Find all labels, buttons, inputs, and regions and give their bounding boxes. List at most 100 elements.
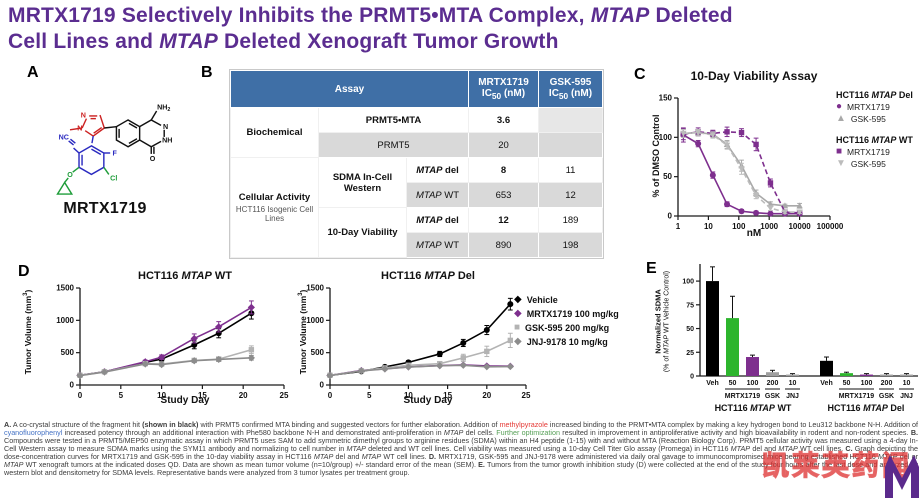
ether-oxygen-label: O [67, 171, 73, 179]
text-segment: Del [887, 403, 905, 413]
text-segment: WT [774, 403, 792, 413]
table-row: PRMT5 20 [231, 132, 603, 158]
text-segment: MTAP [443, 428, 464, 437]
data-point-square [724, 129, 730, 135]
legend-item: ◆ MRTX1719 100 mg/kg [514, 309, 644, 320]
assay-header: Assay [230, 70, 469, 108]
x-tick-label: 5 [367, 391, 372, 400]
y-tick-label: 500 [311, 348, 325, 357]
bar [786, 374, 799, 376]
data-point-square [767, 180, 774, 186]
data-point-triangle-down [709, 132, 717, 139]
panel-b-label: B [201, 64, 213, 81]
genotype-cell: MTAP WT [406, 232, 469, 258]
table-row: 10-Day Viability MTAP del 12 189 [231, 207, 603, 258]
slide-title-line2: Cell Lines and MTAP Deleted Xenograft Tu… [8, 29, 559, 55]
value-cell: 189 [538, 207, 603, 233]
gsk-ic50-header: GSK-595 IC50 (nM) [538, 70, 603, 108]
value-cell: 198 [538, 232, 603, 258]
data-point-circle [753, 209, 760, 216]
bar-tick-label: Veh [706, 380, 718, 387]
text-segment: HCT116 [138, 270, 182, 282]
amine-label: NH2 [157, 103, 170, 113]
bar [900, 374, 913, 376]
text-segment: MTAP [750, 403, 775, 413]
legend-label: MRTX1719 100 mg/kg [526, 309, 619, 319]
x-tick-label: 10000 [788, 222, 811, 231]
data-point-triangle-down [752, 192, 760, 199]
bracket-label: JNJ [786, 393, 799, 400]
y-tick-label: 100 [659, 133, 673, 142]
triangle-down-marker-icon: ▼ [836, 158, 846, 169]
sdma-group-del-label: HCT116 MTAP Del [806, 403, 922, 413]
text-segment: MTAP [663, 334, 670, 354]
text-segment: A co-crystal structure of the fragment h… [11, 420, 143, 429]
text-segment: HCT116 [714, 403, 751, 413]
y-tick-label: 0 [320, 381, 325, 390]
x-tick-label: 25 [522, 391, 531, 400]
bar [746, 357, 759, 376]
text-segment: del cells. [463, 428, 497, 437]
data-point-triangle-up [796, 202, 803, 209]
data-point-square [248, 347, 255, 353]
sdma-bar-chart: 0 25 50 75 100 Veh 50 100 200 10 MRTX1719 GSK JNJ Veh… [682, 264, 918, 400]
bracket-label: GSK [765, 393, 780, 400]
data-point-triangle-down [723, 142, 731, 149]
x-tick-label: 15 [198, 391, 207, 400]
text-segment: Deleted [649, 4, 733, 27]
series-line [329, 364, 511, 377]
value-cell: 12 [468, 207, 539, 233]
table-row: Biochemical PRMT5•MTA 3.6 [230, 107, 603, 158]
legend-group: ● MRTX1719 ▲ GSK-595 [836, 102, 922, 125]
x-tick-label: 0 [78, 391, 83, 400]
diamond-marker-icon: ◆ [514, 336, 522, 347]
bar-tick-label: 100 [747, 380, 759, 387]
y-tick-label: 25 [686, 350, 694, 357]
bar-tick-label: 200 [767, 380, 779, 387]
value-cell: 20 [468, 132, 539, 158]
text-segment: D. [428, 452, 437, 461]
bar-tick-label: 50 [729, 380, 737, 387]
watermark-text: 凯莱英药闻 [761, 450, 912, 481]
tgi-del-x-axis-label: Study Day [403, 395, 453, 406]
data-point-triangle-up [781, 202, 789, 209]
molecule-structure: N N NC F O Cl NH2 N NH O [56, 103, 172, 195]
text-segment: WT [211, 270, 232, 282]
y-tick-label: 50 [663, 172, 672, 181]
data-point-diamond [506, 362, 514, 371]
text-segment: MTAP [778, 444, 798, 453]
value-cell: 11 [538, 157, 603, 183]
diamond-marker-icon: ◆ [514, 294, 522, 305]
data-point-circle [695, 140, 702, 147]
legend-label: GSK-595 200 mg/kg [525, 323, 610, 333]
bar-tick-label: 100 [861, 380, 873, 387]
data-point-triangle-down [694, 130, 702, 137]
legend-label: GSK-595 [850, 114, 886, 124]
pyrazole-n1-label: N [77, 125, 82, 133]
legend-item: ◆ Vehicle [514, 294, 644, 306]
text-segment: HCT116 [836, 135, 872, 145]
text-segment: del or [897, 452, 919, 461]
text-segment: MTAP [878, 452, 898, 461]
text-segment: increased binding to the PRMT•MTA comple… [547, 420, 918, 429]
data-point-circle [483, 327, 490, 334]
text-segment: increased potency through an additional … [62, 428, 444, 437]
table-row: Cellular Activity HCT116 Isogenic Cell L… [230, 157, 603, 258]
text-segment: Compounds were tested in a PRMT5/MEP50 e… [4, 436, 918, 453]
x-tick-label: 20 [482, 391, 491, 400]
text-segment: Further optimization [496, 428, 561, 437]
data-point-triangle-down [680, 130, 687, 137]
series-line [79, 306, 252, 377]
fluorine-label: F [112, 150, 117, 158]
triangle-up-marker-icon: ▲ [836, 113, 846, 124]
bar-tick-label: 50 [843, 380, 851, 387]
x-tick-label: 100000 [817, 222, 844, 231]
legend-group-title: HCT116 MTAP Del [836, 90, 922, 100]
mrtx-ic50-header: MRTX1719 IC50 (nM) [468, 70, 539, 108]
data-point-circle [436, 350, 443, 357]
value-cell: 890 [468, 232, 539, 258]
tgi-wt-x-axis-label: Study Day [160, 395, 210, 406]
figure-caption: A. A co-crystal structure of the fragmen… [4, 421, 918, 477]
genotype-cell: MTAP WT [406, 182, 469, 208]
genotype-cell: MTAP del [406, 207, 469, 233]
